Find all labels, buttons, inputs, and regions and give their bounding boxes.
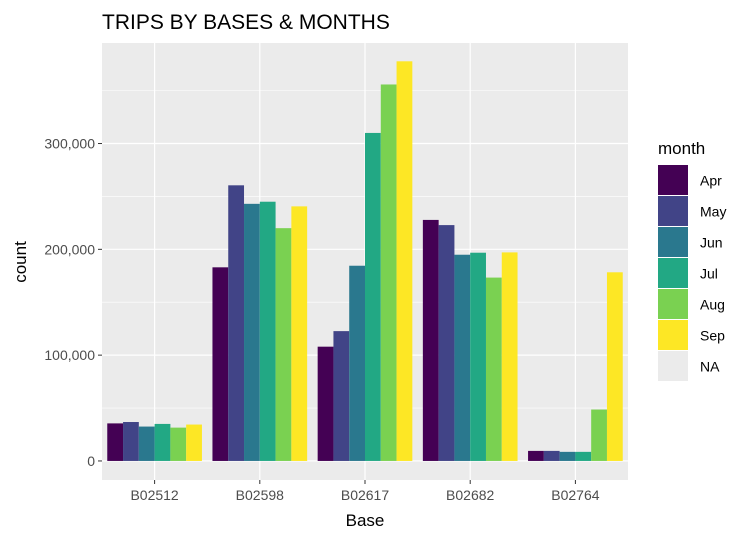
bar-jun-b02598 (244, 203, 260, 461)
bar-aug-b02764 (591, 409, 607, 461)
legend-key-jun (658, 227, 688, 257)
bar-aug-b02617 (380, 84, 397, 461)
bar-sep-b02682 (501, 252, 518, 461)
y-tick-label: 0 (87, 453, 95, 469)
legend-label-sep: Sep (700, 328, 725, 344)
x-axis-title: Base (346, 511, 385, 530)
bar-jul-b02512 (154, 423, 171, 461)
bar-sep-b02617 (396, 61, 413, 461)
axes: 0 100,000 200,000 300,000 B02512 B02598 B02617… (44, 136, 599, 503)
bar-sep-b02598 (291, 206, 308, 461)
bar-may-b02682 (438, 225, 455, 461)
bar-sep-b02512 (186, 424, 202, 461)
x-tick-label: B02682 (446, 487, 494, 503)
x-tick-label: B02617 (341, 487, 389, 503)
chart-title: TRIPS BY BASES & MONTHS (102, 11, 390, 34)
legend-label-jun: Jun (700, 235, 723, 251)
y-tick-label: 300,000 (44, 136, 95, 152)
bar-jul-b02764 (575, 451, 592, 461)
legend-label-na: NA (700, 359, 720, 375)
bar-may-b02598 (228, 185, 245, 461)
legend-label-apr: Apr (700, 173, 722, 189)
bar-jul-b02682 (470, 252, 486, 461)
bars (107, 61, 623, 461)
bar-jun-b02617 (349, 265, 365, 461)
bar-may-b02764 (543, 450, 560, 461)
legend-key-sep (658, 320, 688, 350)
legend-key-apr (658, 165, 688, 195)
bar-apr-b02598 (212, 267, 229, 461)
bar-jun-b02512 (138, 426, 155, 461)
x-tick-label: B02598 (236, 487, 284, 503)
y-axis-title: count (11, 241, 30, 283)
bar-aug-b02598 (275, 228, 292, 461)
y-tick-label: 100,000 (44, 347, 95, 363)
bar-jun-b02682 (454, 254, 471, 461)
bar-apr-b02682 (422, 219, 439, 461)
bar-aug-b02512 (170, 427, 187, 461)
bar-jul-b02598 (259, 201, 276, 461)
bar-aug-b02682 (485, 277, 502, 461)
x-tick-label: B02512 (130, 487, 178, 503)
bar-apr-b02512 (107, 423, 124, 461)
legend-key-aug (658, 289, 688, 319)
legend-label-jul: Jul (700, 266, 718, 282)
legend-label-may: May (700, 204, 726, 220)
x-tick-label: B02764 (551, 487, 599, 503)
legend-key-na (658, 351, 688, 381)
bar-apr-b02764 (528, 450, 544, 461)
legend-key-may (658, 196, 688, 226)
legend-title: month (658, 139, 705, 158)
bar-jun-b02764 (559, 451, 576, 461)
bar-apr-b02617 (317, 346, 334, 461)
bar-may-b02512 (123, 422, 139, 461)
y-tick-label: 200,000 (44, 241, 95, 257)
bar-jul-b02617 (365, 132, 381, 461)
legend: Apr May Jun Jul Aug Sep NA (658, 165, 726, 381)
legend-key-jul (658, 258, 688, 288)
bar-may-b02617 (333, 331, 350, 461)
legend-label-aug: Aug (700, 297, 725, 313)
bar-sep-b02764 (606, 272, 623, 461)
